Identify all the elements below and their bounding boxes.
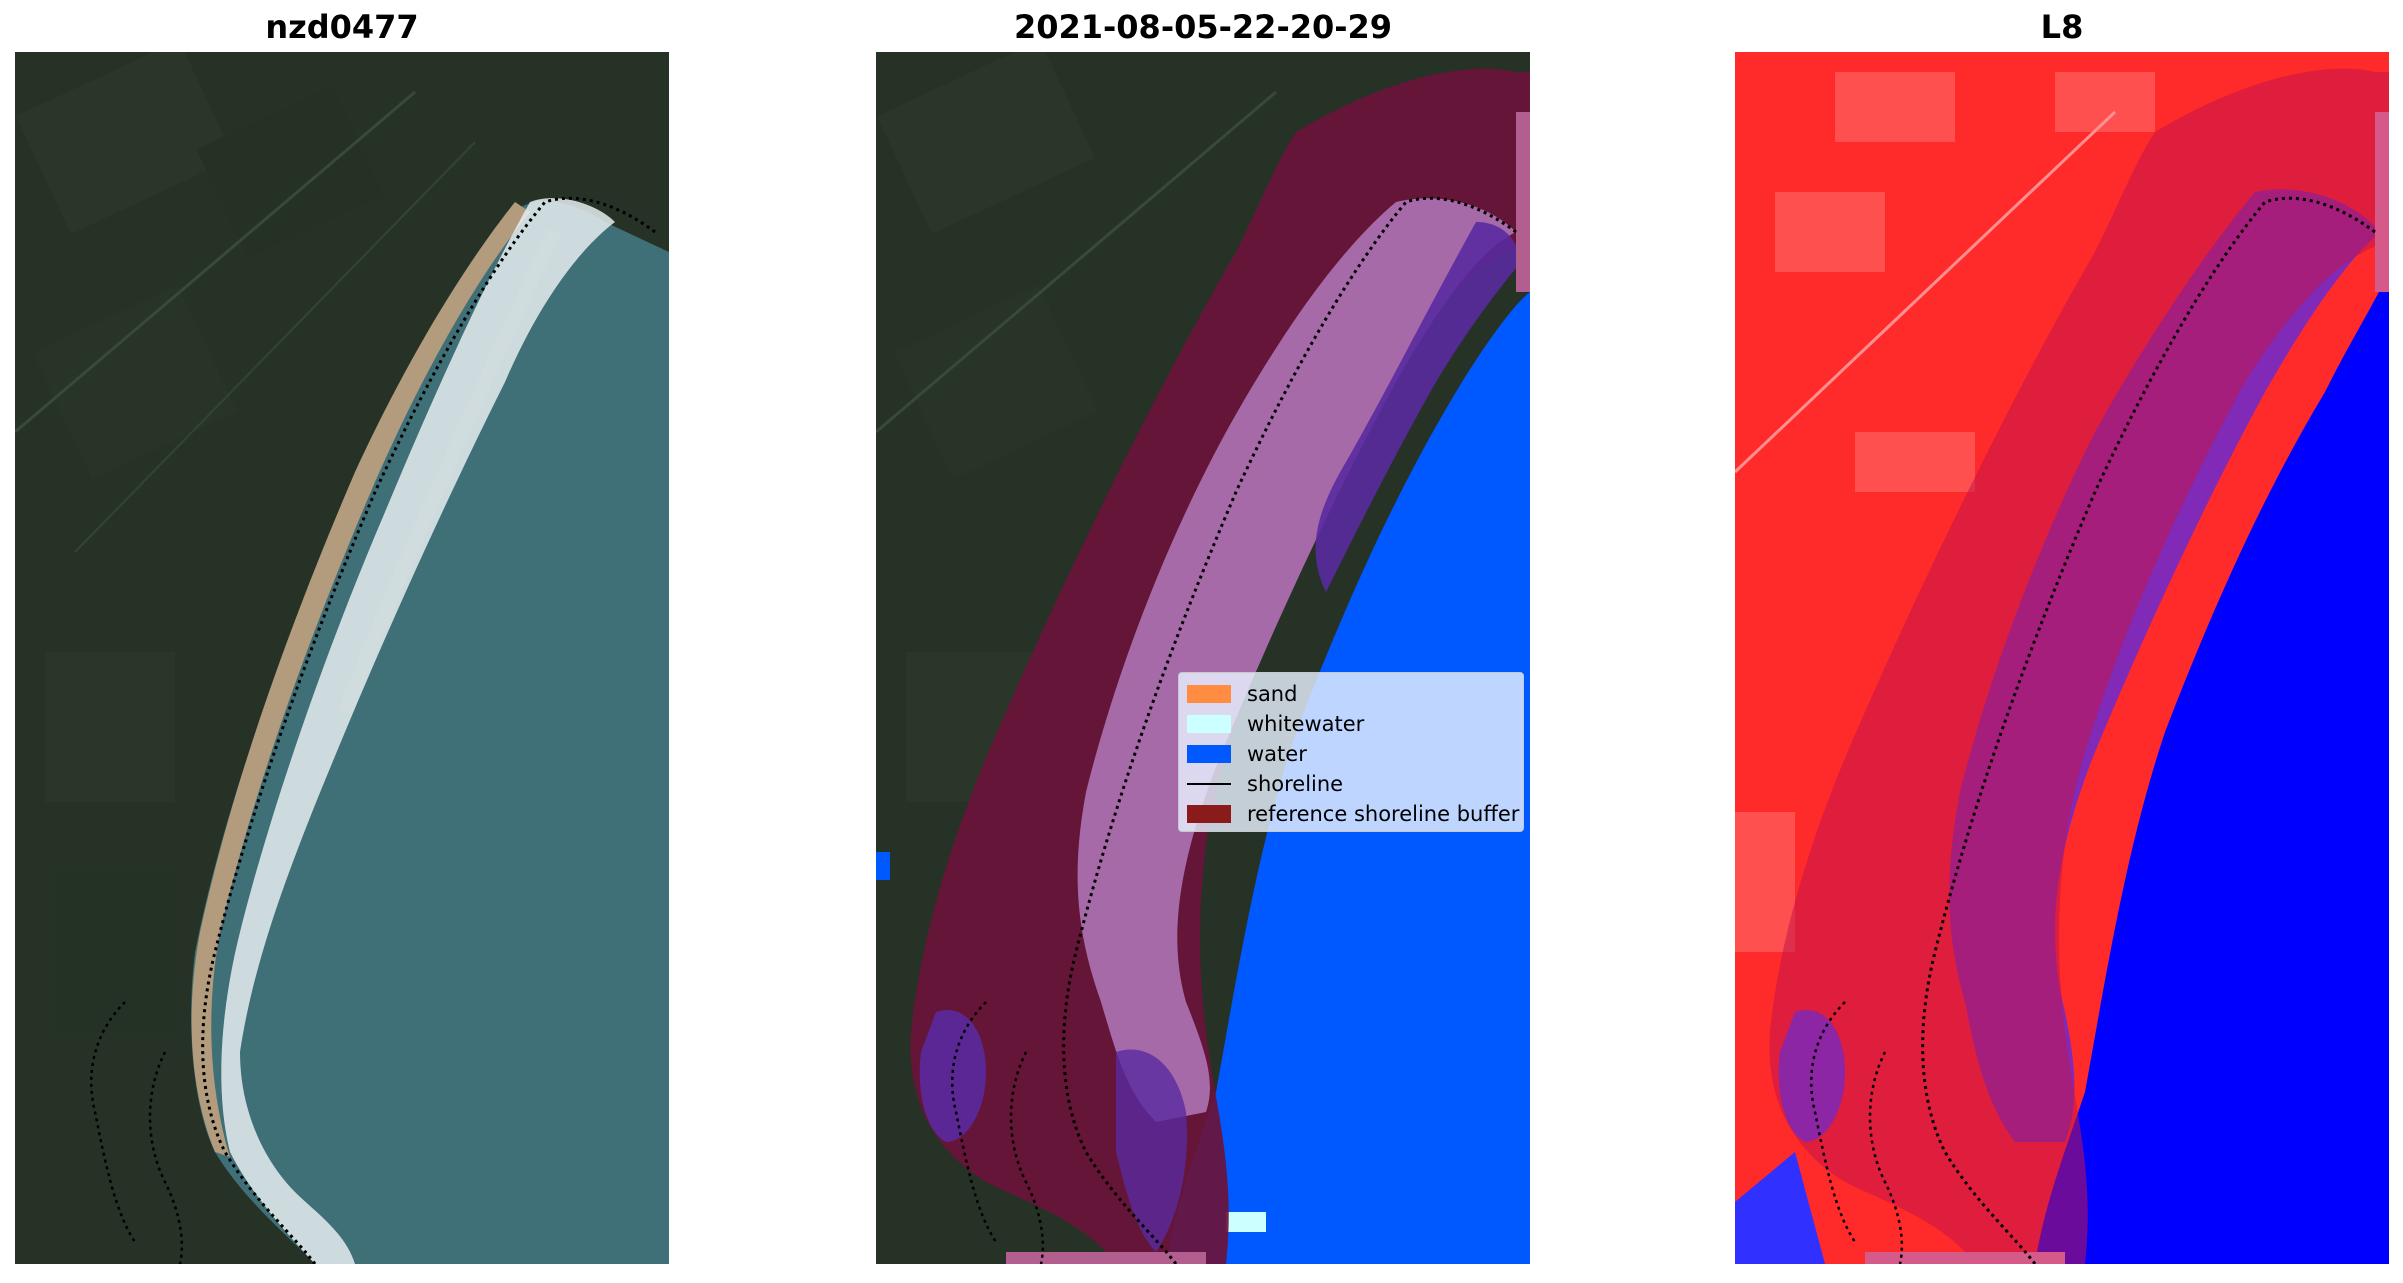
- legend-swatch-shoreline: [1187, 783, 1231, 785]
- index-image: [1735, 52, 2389, 1264]
- index-image-svg: [1735, 52, 2389, 1264]
- legend-item-shoreline: shoreline: [1187, 769, 1515, 799]
- legend-label-water: water: [1247, 742, 1307, 766]
- classification-image: sand whitewater water shoreline referenc…: [876, 52, 1530, 1264]
- rgb-image: [15, 52, 669, 1264]
- panel-title-rgb: nzd0477: [265, 8, 419, 46]
- classification-image-svg: [876, 52, 1530, 1264]
- legend-swatch-buffer: [1187, 805, 1231, 823]
- legend-label-buffer: reference shoreline buffer: [1247, 802, 1520, 826]
- index-panel: L8: [1735, 0, 2389, 1283]
- panel-title-index: L8: [2040, 8, 2084, 46]
- legend-label-shoreline: shoreline: [1247, 772, 1344, 796]
- rgb-image-svg: [15, 52, 669, 1264]
- legend-swatch-whitewater: [1187, 715, 1231, 733]
- legend-label-sand: sand: [1247, 682, 1298, 706]
- legend-item-water: water: [1187, 739, 1515, 769]
- legend-item-sand: sand: [1187, 679, 1515, 709]
- legend-swatch-water: [1187, 745, 1231, 763]
- legend-label-whitewater: whitewater: [1247, 712, 1365, 736]
- rgb-panel: nzd0477: [15, 0, 669, 1283]
- classification-panel: 2021-08-05-22-20-29: [876, 0, 1530, 1283]
- panel-title-classification: 2021-08-05-22-20-29: [1013, 8, 1393, 46]
- legend-swatch-sand: [1187, 685, 1231, 703]
- legend-item-whitewater: whitewater: [1187, 709, 1515, 739]
- legend-item-buffer: reference shoreline buffer: [1187, 799, 1519, 829]
- legend: sand whitewater water shoreline referenc…: [1178, 672, 1524, 832]
